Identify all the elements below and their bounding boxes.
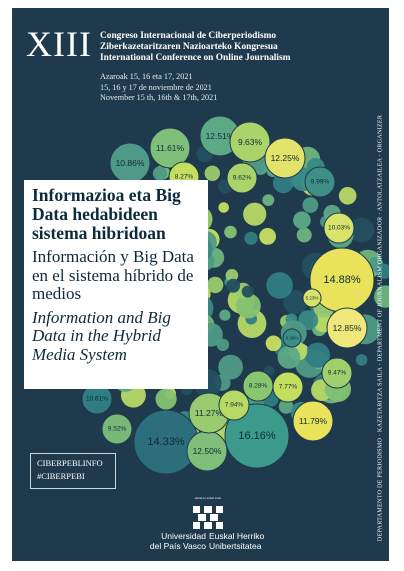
bubble-label: 14.33% [147,436,185,448]
filler-bubble [152,166,168,181]
bubble [272,371,304,403]
filler-bubble [216,338,230,351]
bubble [224,403,290,469]
title-box: Informazioa eta Big Data hedabideen sist… [24,180,208,389]
title-english: Information and Big Data in the Hybrid M… [32,307,171,364]
conference-dates: Azaroak 15, 16 eta 17, 2021 15, 16 y 17 … [100,72,217,104]
uni-es-line1: Universidad [161,531,206,541]
bubble-label: 8.27% [175,174,194,181]
bubble-label: 9.99% [311,179,330,186]
filler-bubble [266,272,293,299]
filler-bubble [218,354,244,380]
bubble [323,212,355,244]
filler-bubble [296,227,312,243]
bubble-label: 8.28% [249,383,268,390]
filler-bubble [243,202,267,226]
bubble-label: 6.38% [286,336,299,341]
filler-bubble [278,399,294,414]
conference-title-eu: Ziberkazetaritzaren Nazioarteko Kongresu… [100,42,278,52]
date-es: 15, 16 y 17 de noviembre de 2021 [100,82,212,92]
bubble [226,162,258,194]
bubble-label: 7.77% [279,384,298,391]
bubble [218,389,250,421]
university-name-es: Universidad del País Vasco [149,531,206,551]
bubble [292,400,334,442]
filler-bubble [277,345,301,369]
bubble-label: 9.63% [238,137,263,147]
bubble-label: 14.88% [323,274,361,286]
bubble [321,357,353,389]
filler-bubble [302,197,319,214]
organizer-text: DEPARTAMENTO DE PERIODISMO · KAZETARITZA… [376,114,384,542]
bubble-label: 12.50% [193,446,222,456]
university-name-eu: Euskal Herriko Unibertsitatea [209,531,265,551]
filler-bubble [376,263,389,279]
bubble-label: 11.61% [156,143,185,153]
bubble-label: 11.27% [195,408,224,418]
filler-bubble [293,211,311,229]
uni-es-line2: del País Vasco [149,540,206,551]
filler-bubble [206,276,224,294]
filler-bubble [226,278,241,293]
filler-bubble [355,354,368,366]
filler-bubble [225,269,239,282]
title-basque: Informazioa eta Big Data hedabideen sist… [32,185,181,243]
filler-bubble [244,231,258,245]
bubble-label: 16.16% [238,430,276,442]
bubble-label: 12.51% [206,131,235,141]
hashtag-box: CIBERPEBLINFO #CIBERPEBI [30,453,116,489]
conference-title-es: Congreso Internacional de Ciberperiodism… [100,31,277,41]
filler-bubble [219,309,231,321]
bubble [264,137,306,179]
logo-motto: eman ta zabal zazu [194,496,222,500]
bubble [149,127,191,169]
filler-bubble [304,342,331,368]
bubble-label: 9.47% [328,370,347,377]
bubble [304,166,336,198]
date-en: November 15 th, 16th & 17th, 2021 [100,93,218,102]
bubble [302,288,322,308]
filler-bubble [218,202,229,213]
filler-bubble [204,165,220,181]
filler-bubble [235,293,261,319]
filler-bubble [224,225,237,239]
uni-eu-line1: Euskal Herriko [209,531,265,541]
bubble [101,413,133,445]
filler-bubble [262,194,275,207]
bubble-label: 10.61% [86,396,108,403]
filler-bubble [155,388,177,410]
organizer-vertical-text: DEPARTAMENTO DE PERIODISMO · KAZETARITZA… [374,115,386,541]
filler-bubble [349,217,375,243]
bubble-label: 9.62% [233,175,252,182]
bubble [282,328,302,348]
bubble-label: 5.23% [306,296,319,301]
filler-bubble [265,335,282,352]
conference-title-en: International Conference on Online Journ… [100,53,291,63]
university-emblem-icon [193,506,223,529]
bubble-label: 12.85% [333,323,362,333]
filler-bubble [259,228,276,245]
uni-eu-line2: Unibertsitatea [209,540,262,551]
filler-bubble [241,285,254,298]
filler-bubble [338,187,357,205]
bubble-label: 11.79% [299,416,328,426]
university-logo: eman ta zabal zazu Universidad del País … [12,496,389,561]
bubble [326,307,368,349]
title-spanish: Información y Big Data en el sistema híb… [32,247,194,303]
edition-number: XIII [26,24,92,64]
bubble-label: 10.03% [328,225,350,232]
bubble-label: 10.86% [116,158,145,168]
hashtag-2: #CIBERPEBI [37,471,85,481]
conference-title: Congreso Internacional de Ciberperiodism… [100,31,290,64]
bubble [229,121,271,163]
bubble-label: 9.52% [108,426,127,433]
date-eu: Azaroak 15, 16 eta 17, 2021 [100,72,193,81]
filler-bubble [283,290,308,315]
poster: 11.61% 12.51% 9.63% 10.86% 8.27% 9.62% 12.25% 9… [12,8,389,561]
filler-bubble [374,285,389,308]
bubble-label: 12.25% [271,153,300,163]
bubble-label: 7.94% [225,402,244,409]
hashtag-1: CIBERPEBLINFO [37,458,103,468]
